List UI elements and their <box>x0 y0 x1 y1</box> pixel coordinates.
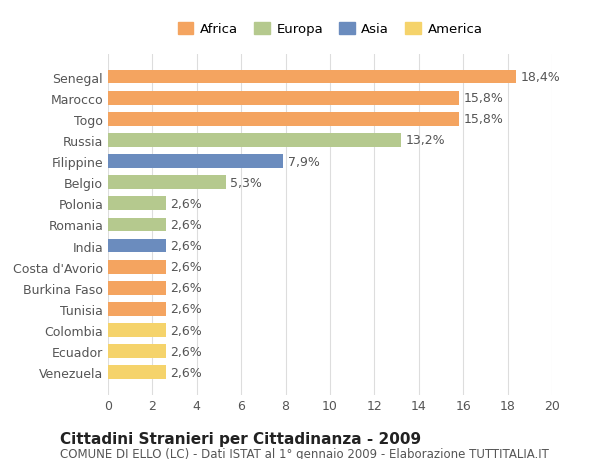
Text: 15,8%: 15,8% <box>463 113 503 126</box>
Bar <box>108 260 166 274</box>
Bar <box>108 239 166 253</box>
Bar <box>108 366 166 379</box>
Bar <box>108 345 166 358</box>
Bar <box>108 324 166 337</box>
Text: 2,6%: 2,6% <box>170 366 202 379</box>
Text: 2,6%: 2,6% <box>170 218 202 231</box>
Text: 2,6%: 2,6% <box>170 345 202 358</box>
Text: COMUNE DI ELLO (LC) - Dati ISTAT al 1° gennaio 2009 - Elaborazione TUTTITALIA.IT: COMUNE DI ELLO (LC) - Dati ISTAT al 1° g… <box>60 448 549 459</box>
Text: Cittadini Stranieri per Cittadinanza - 2009: Cittadini Stranieri per Cittadinanza - 2… <box>60 431 421 447</box>
Text: 2,6%: 2,6% <box>170 282 202 295</box>
Text: 7,9%: 7,9% <box>288 155 320 168</box>
Legend: Africa, Europa, Asia, America: Africa, Europa, Asia, America <box>172 17 488 41</box>
Bar <box>108 176 226 190</box>
Bar <box>108 92 459 105</box>
Text: 5,3%: 5,3% <box>230 176 262 189</box>
Bar <box>108 71 517 84</box>
Bar <box>108 155 283 168</box>
Bar <box>108 134 401 147</box>
Bar <box>108 302 166 316</box>
Text: 13,2%: 13,2% <box>406 134 445 147</box>
Text: 2,6%: 2,6% <box>170 324 202 337</box>
Text: 2,6%: 2,6% <box>170 197 202 210</box>
Bar <box>108 112 459 126</box>
Text: 2,6%: 2,6% <box>170 303 202 316</box>
Text: 2,6%: 2,6% <box>170 240 202 252</box>
Bar <box>108 218 166 232</box>
Bar <box>108 197 166 211</box>
Bar <box>108 281 166 295</box>
Text: 15,8%: 15,8% <box>463 92 503 105</box>
Text: 18,4%: 18,4% <box>521 71 560 84</box>
Text: 2,6%: 2,6% <box>170 261 202 274</box>
